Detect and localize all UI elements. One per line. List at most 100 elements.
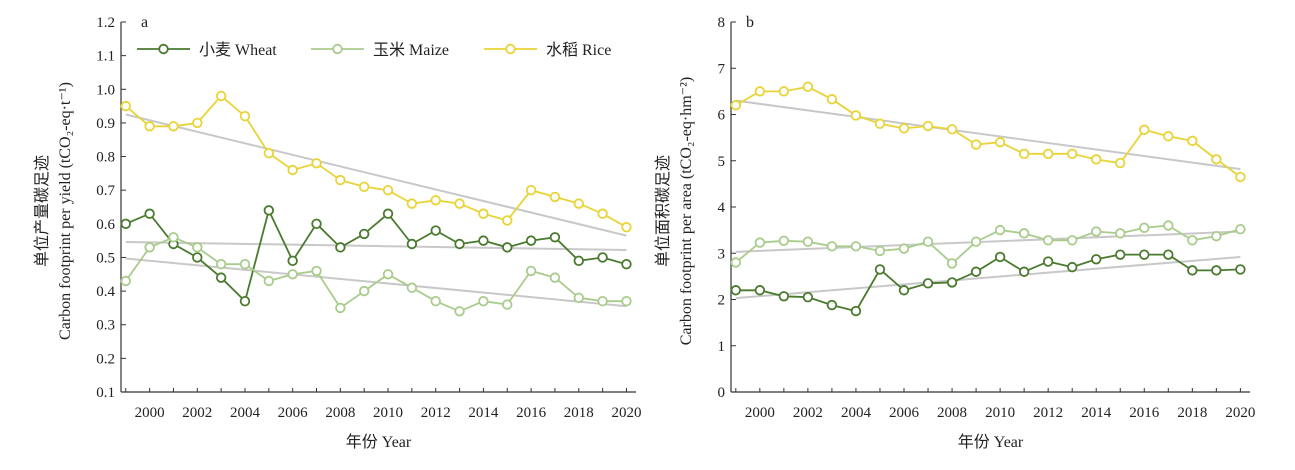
point-rice <box>970 139 982 150</box>
point-maize <box>382 269 394 280</box>
point-rice <box>549 191 561 203</box>
x-tick-label: 2004 <box>230 405 261 421</box>
series-line-rice <box>125 94 627 228</box>
series-line-wheat <box>125 207 627 303</box>
point-wheat <box>478 235 489 246</box>
point-rice <box>311 158 322 169</box>
point-rice <box>502 215 513 226</box>
point-rice <box>802 81 814 92</box>
point-wheat <box>1235 264 1246 275</box>
point-rice <box>1018 148 1030 160</box>
y-tick-label: 1.1 <box>96 49 115 65</box>
point-maize <box>1235 223 1246 235</box>
y-tick-label: 1 <box>718 339 726 355</box>
point-maize <box>1187 235 1198 246</box>
series-line-wheat <box>735 253 1241 313</box>
point-wheat <box>1115 249 1126 260</box>
trend-line-maize <box>735 230 1241 253</box>
legend-label-rice: 水稻 Rice <box>546 41 611 59</box>
x-tick-label: 2006 <box>278 405 309 421</box>
point-rice <box>874 118 886 129</box>
point-maize <box>1091 226 1102 237</box>
point-rice <box>946 124 958 135</box>
point-maize <box>970 236 982 247</box>
point-maize <box>454 306 465 317</box>
trend-line-wheat <box>125 240 627 252</box>
y-tick-label: 3 <box>718 246 726 262</box>
point-wheat <box>382 208 394 219</box>
x-tick-label: 2010 <box>373 405 403 421</box>
point-maize <box>826 241 838 252</box>
point-maize <box>1163 220 1174 231</box>
point-maize <box>358 285 370 297</box>
point-maize <box>215 258 227 270</box>
point-wheat <box>549 232 561 243</box>
legend-label-wheat: 小麦 Wheat <box>199 41 277 59</box>
x-tick-label: 2012 <box>421 405 451 421</box>
y-tick-label: 0.9 <box>96 116 115 132</box>
point-maize <box>168 232 179 243</box>
point-wheat <box>358 228 370 240</box>
point-wheat <box>454 238 465 250</box>
y-tick-label: 0.1 <box>96 385 115 401</box>
point-maize <box>144 242 155 253</box>
x-tick-label: 2004 <box>841 405 872 421</box>
point-maize <box>311 265 322 277</box>
x-tick-label: 2002 <box>182 405 212 421</box>
point-wheat <box>922 278 934 289</box>
x-tick-label: 2008 <box>937 405 967 421</box>
x-tick-label: 2014 <box>1081 405 1112 421</box>
series-line-maize <box>735 224 1241 265</box>
series-line-rice <box>735 85 1241 178</box>
point-maize <box>898 243 910 254</box>
point-rice <box>597 208 608 219</box>
y-tick-label: 0.8 <box>96 150 115 166</box>
x-axis-title: 年份 Year <box>958 433 1024 451</box>
point-maize <box>478 295 489 307</box>
y-tick-label: 6 <box>718 108 726 124</box>
point-maize <box>994 224 1006 236</box>
panel-label: b <box>746 14 754 31</box>
point-wheat <box>778 291 790 302</box>
point-maize <box>1066 235 1078 246</box>
x-tick-label: 2008 <box>325 405 355 421</box>
x-tick-label: 2000 <box>745 405 775 421</box>
point-maize <box>502 299 513 310</box>
point-rice <box>430 195 441 206</box>
point-wheat <box>1091 254 1102 265</box>
point-maize <box>730 257 742 268</box>
point-rice <box>898 123 910 134</box>
point-maize <box>120 275 131 287</box>
point-wheat <box>120 218 131 230</box>
point-maize <box>239 258 251 270</box>
y-tick-label: 8 <box>718 15 726 31</box>
point-rice <box>239 110 251 122</box>
point-rice <box>263 147 275 159</box>
panel-a: 0.1 0.2 0.3 0.4 0.5 0.6 0.7 0.8 0.9 1.0 1.1 1.2 2000… <box>33 14 641 451</box>
point-wheat <box>287 255 298 267</box>
point-wheat <box>335 242 346 253</box>
point-rice <box>287 164 298 176</box>
point-rice <box>1091 154 1102 165</box>
point-wheat <box>502 242 513 253</box>
point-maize <box>946 258 958 269</box>
y-tick-label: 1.2 <box>96 15 115 31</box>
point-maize <box>287 269 298 280</box>
point-rice <box>382 184 394 196</box>
legend-marker-rice <box>505 43 516 55</box>
x-tick-label: 2016 <box>516 405 547 421</box>
point-rice <box>1066 148 1078 160</box>
point-rice <box>358 181 370 193</box>
point-rice <box>621 221 632 233</box>
point-rice <box>1211 154 1222 165</box>
point-wheat <box>850 305 862 317</box>
point-maize <box>597 295 608 307</box>
point-rice <box>120 100 131 112</box>
point-maize <box>850 241 862 252</box>
point-rice <box>730 100 742 111</box>
point-maize <box>430 295 441 307</box>
x-tick-label: 2018 <box>1177 405 1207 421</box>
point-wheat <box>802 291 814 303</box>
point-wheat <box>1018 266 1030 277</box>
x-tick-label: 2018 <box>564 405 594 421</box>
